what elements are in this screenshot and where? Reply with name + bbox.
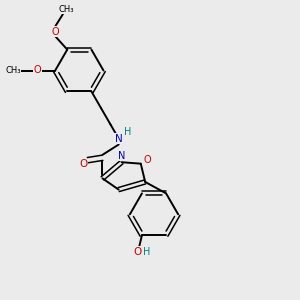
Text: O: O [134, 247, 142, 257]
Text: H: H [143, 247, 151, 257]
Text: CH₃: CH₃ [5, 66, 20, 75]
Text: H: H [124, 127, 131, 137]
Text: O: O [143, 155, 151, 165]
Text: O: O [79, 159, 87, 169]
Text: CH₃: CH₃ [58, 5, 74, 14]
Text: O: O [34, 65, 41, 76]
Text: N: N [118, 151, 125, 161]
Text: N: N [115, 134, 123, 144]
Text: O: O [51, 27, 59, 37]
